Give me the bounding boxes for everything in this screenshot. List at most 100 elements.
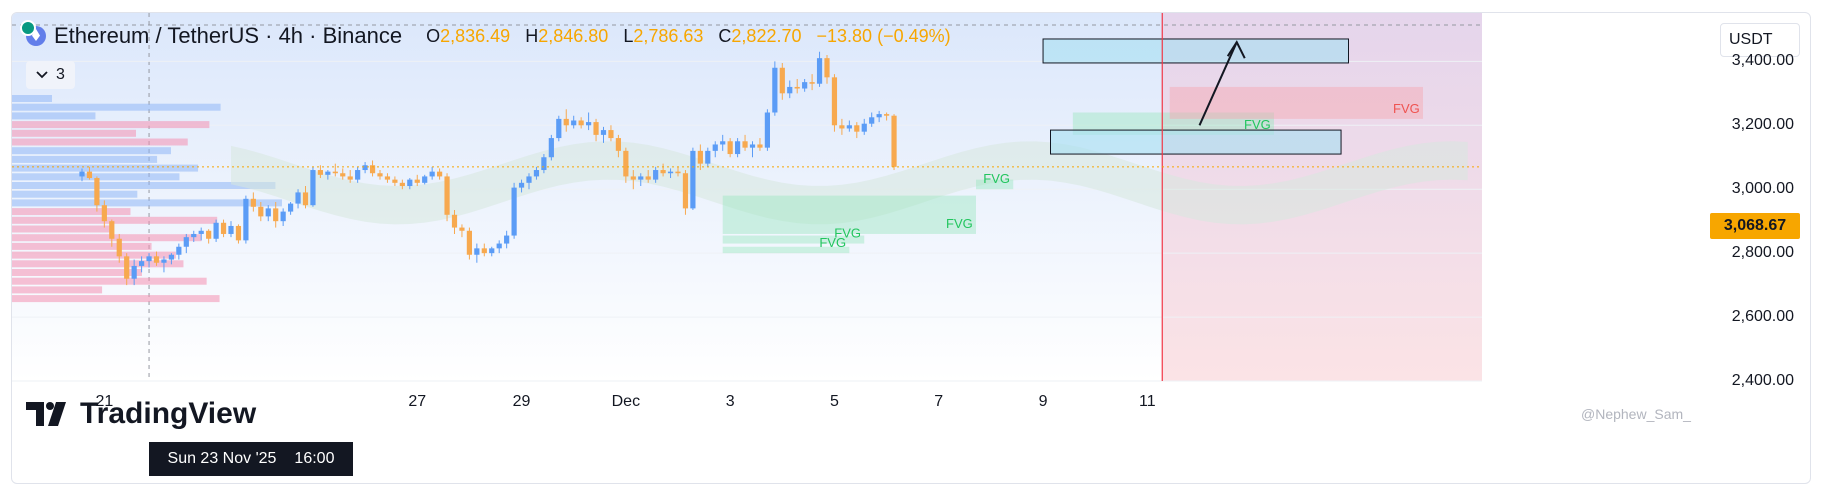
candle-body — [288, 203, 294, 212]
candle-body — [191, 233, 197, 238]
candle-body — [593, 122, 599, 135]
candle-body — [399, 182, 405, 187]
candle-body — [325, 171, 331, 175]
candle-body — [377, 173, 383, 177]
candle-body — [556, 118, 562, 139]
candle-body — [340, 173, 346, 177]
candle-body — [265, 208, 271, 217]
candle-body — [206, 230, 212, 239]
candle-body — [198, 230, 204, 234]
candle-body — [749, 144, 756, 148]
candle-body — [809, 82, 815, 84]
candle-body — [824, 58, 830, 78]
candle-body — [489, 248, 495, 254]
time-tick-label: 29 — [512, 393, 531, 410]
candle-body — [176, 246, 182, 255]
price-tick-label: 2,400.00 — [1731, 372, 1794, 389]
candle-body — [682, 173, 689, 209]
price-tick-label: 3,400.00 — [1731, 52, 1794, 70]
volume-profile-bar — [12, 129, 136, 137]
tradingview-logo[interactable]: TradingView — [26, 397, 256, 431]
candle-body — [884, 114, 890, 116]
candle-body — [131, 265, 137, 279]
fvg-label: FVG — [819, 235, 846, 250]
candle-body — [295, 192, 301, 204]
candle-body — [846, 125, 852, 129]
volume-profile-bar — [12, 121, 210, 129]
candle-body — [124, 256, 130, 279]
candle-body — [697, 150, 703, 164]
candle-body — [660, 170, 666, 174]
fvg-label: FVG — [946, 216, 973, 231]
candle-body — [474, 248, 480, 255]
tradingview-logo-text: TradingView — [80, 397, 257, 430]
candle-body — [802, 82, 808, 89]
crosshair-time-label: Sun 23 Nov '25 16:00 — [149, 442, 353, 476]
candle-body — [563, 118, 569, 126]
symbol-title[interactable]: Ethereum / TetherUS · 4h · Binance — [54, 23, 403, 48]
ethereum-coin-icon[interactable] — [20, 20, 46, 46]
candle-body — [280, 211, 286, 222]
indicators-collapse-button[interactable]: 3 — [26, 61, 75, 89]
volume-profile-bar — [12, 234, 202, 242]
candle-body — [317, 170, 323, 175]
currency-unit-label: USDT — [1729, 31, 1773, 48]
candle-body — [578, 120, 584, 126]
currency-unit-button[interactable]: USDT — [1720, 23, 1800, 57]
candle-body — [481, 248, 487, 254]
fvg-label: FVG — [1244, 117, 1271, 132]
time-tick-label: 7 — [934, 393, 944, 410]
fvg-label: FVG — [834, 226, 861, 241]
candle-body — [675, 171, 681, 174]
candle-body — [861, 123, 867, 132]
low-label: L — [623, 25, 634, 46]
candle-body — [876, 114, 882, 118]
candle-body — [504, 235, 510, 244]
candle-body — [362, 165, 368, 171]
candle-body — [667, 171, 674, 174]
candle-body — [258, 206, 264, 217]
candle-body — [94, 178, 100, 206]
volume-profile-bar — [12, 173, 180, 181]
volume-profile-bar — [12, 95, 52, 102]
candle-body — [727, 141, 733, 155]
candle-body — [586, 122, 592, 126]
candle-body — [168, 254, 174, 260]
candle-body — [444, 176, 450, 215]
candle-body — [571, 120, 577, 126]
candle-body — [600, 130, 607, 135]
fvg-zone — [976, 179, 1014, 190]
chart-frame[interactable]: FVG FVG FVG FVG FVG FVG Ethereum / TetherUS ·… — [11, 12, 1811, 484]
candle-body — [139, 261, 145, 266]
candle-body — [720, 141, 726, 145]
candle-body — [79, 171, 85, 177]
fvg-zone — [722, 195, 976, 234]
low-value: 2,786.63 — [633, 25, 704, 46]
candle-body — [653, 170, 659, 180]
fvg-zone — [722, 246, 850, 254]
price-tick-label: 2,600.00 — [1731, 308, 1794, 326]
crosshair-time: 16:00 — [294, 450, 335, 467]
candle-body — [228, 225, 234, 234]
candle-body — [608, 130, 614, 139]
candle-body — [891, 115, 897, 167]
candle-body — [735, 141, 741, 155]
time-tick-label: 9 — [1038, 393, 1048, 410]
volume-profile-bar — [12, 199, 282, 207]
close-label: C — [718, 25, 732, 46]
candle-body — [392, 179, 398, 183]
candle-body — [772, 67, 778, 113]
candle-body — [429, 171, 435, 177]
price-tick-label: 3,200.00 — [1731, 116, 1794, 134]
candle-body — [437, 171, 443, 177]
projection-arrow — [1198, 41, 1238, 126]
volume-profile-bar — [12, 269, 142, 276]
candle-body — [541, 157, 547, 171]
close-value: 2,822.70 — [731, 25, 802, 46]
volume-profile-bar — [12, 112, 96, 120]
candle-body — [183, 237, 189, 247]
volume-profile-bar — [12, 295, 220, 303]
candle-body — [235, 225, 242, 241]
candle-body — [615, 138, 621, 151]
